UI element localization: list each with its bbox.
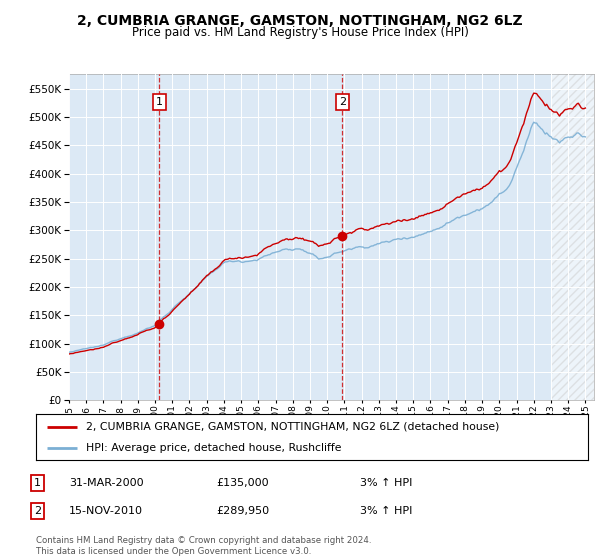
Text: 1: 1 <box>34 478 41 488</box>
Text: £289,950: £289,950 <box>216 506 269 516</box>
Bar <box>551 74 594 400</box>
Text: Price paid vs. HM Land Registry's House Price Index (HPI): Price paid vs. HM Land Registry's House … <box>131 26 469 39</box>
Text: 2, CUMBRIA GRANGE, GAMSTON, NOTTINGHAM, NG2 6LZ (detached house): 2, CUMBRIA GRANGE, GAMSTON, NOTTINGHAM, … <box>86 422 499 432</box>
Text: 15-NOV-2010: 15-NOV-2010 <box>69 506 143 516</box>
Text: 2, CUMBRIA GRANGE, GAMSTON, NOTTINGHAM, NG2 6LZ: 2, CUMBRIA GRANGE, GAMSTON, NOTTINGHAM, … <box>77 14 523 28</box>
Text: 2: 2 <box>339 97 346 107</box>
Text: 2: 2 <box>34 506 41 516</box>
Text: 3% ↑ HPI: 3% ↑ HPI <box>360 478 412 488</box>
Text: HPI: Average price, detached house, Rushcliffe: HPI: Average price, detached house, Rush… <box>86 443 341 453</box>
Text: Contains HM Land Registry data © Crown copyright and database right 2024.
This d: Contains HM Land Registry data © Crown c… <box>36 536 371 556</box>
Text: 31-MAR-2000: 31-MAR-2000 <box>69 478 143 488</box>
Text: 1: 1 <box>156 97 163 107</box>
Text: 3% ↑ HPI: 3% ↑ HPI <box>360 506 412 516</box>
Text: £135,000: £135,000 <box>216 478 269 488</box>
